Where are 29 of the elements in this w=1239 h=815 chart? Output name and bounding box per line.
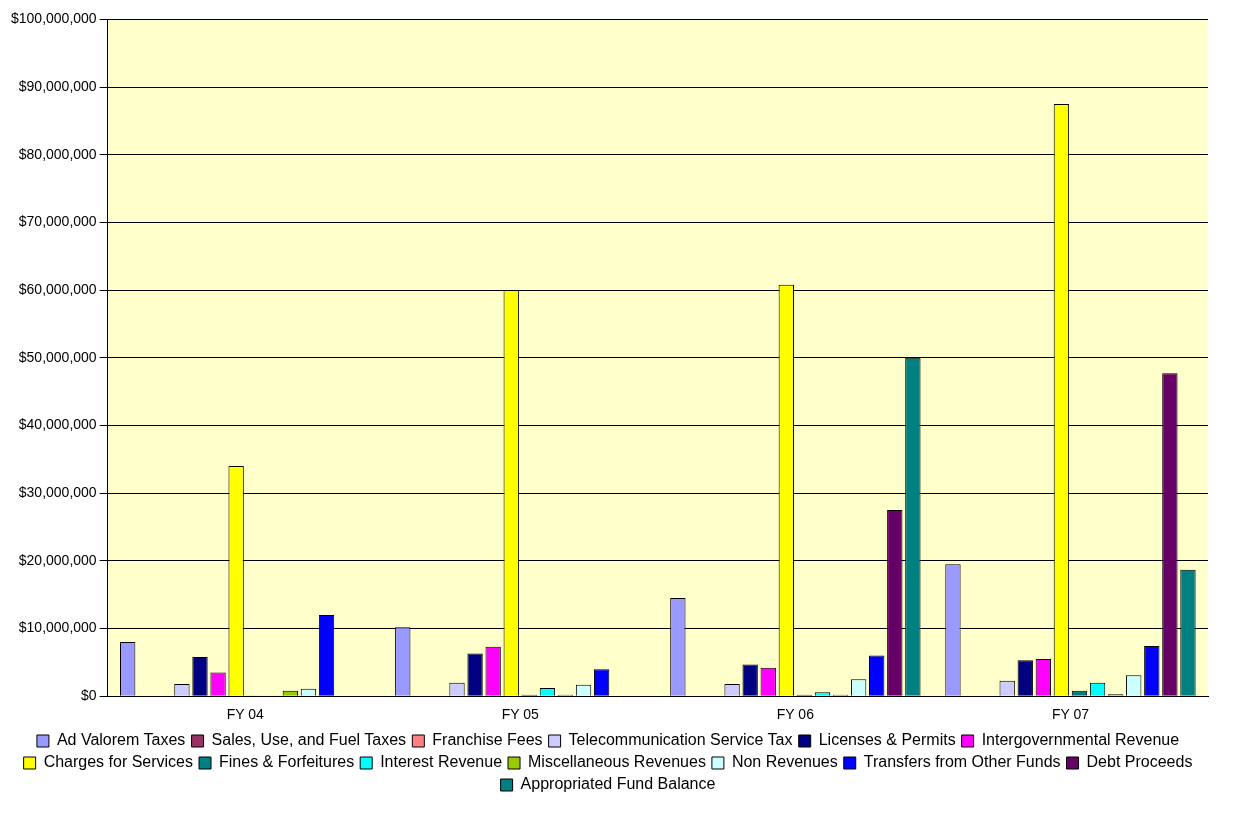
legend-label: Appropriated Fund Balance — [520, 775, 716, 793]
y-tick-label: $40,000,000 — [18, 416, 97, 433]
x-tick-label: FY 07 — [1051, 706, 1090, 723]
y-tick-label: $100,000,000 — [11, 10, 97, 27]
legend-label: Franchise Fees — [432, 731, 543, 749]
y-tick-label: $80,000,000 — [18, 145, 97, 162]
y-tick-label: $30,000,000 — [18, 484, 97, 501]
legend-label: Licenses & Permits — [818, 731, 956, 749]
y-tick-label: $20,000,000 — [18, 551, 97, 568]
legend-label: Transfers from Other Funds — [863, 753, 1061, 771]
x-tick-label: FY 06 — [776, 706, 815, 723]
y-tick-label: $60,000,000 — [18, 280, 97, 297]
y-tick-label: $10,000,000 — [18, 619, 97, 636]
legend-label: Sales, Use, and Fuel Taxes — [211, 731, 407, 749]
legend-label: Charges for Services — [43, 753, 194, 771]
x-tick-label: FY 04 — [226, 706, 264, 723]
y-tick-label: $0 — [81, 687, 97, 704]
y-tick-label: $90,000,000 — [18, 77, 97, 94]
x-tick-label: FY 05 — [501, 706, 540, 723]
legend-label: Debt Proceeds — [1086, 753, 1193, 771]
legend-label: Telecommunication Service Tax — [568, 731, 793, 749]
legend-label: Interest Revenue — [380, 753, 503, 771]
legend-label: Miscellaneous Revenues — [528, 753, 706, 771]
y-tick-label: $50,000,000 — [18, 348, 97, 365]
legend-label: Ad Valorem Taxes — [56, 731, 186, 749]
y-tick-label: $70,000,000 — [18, 213, 97, 230]
legend-label: Non Revenues — [731, 753, 838, 771]
legend-label: Fines & Forfeitures — [219, 753, 355, 771]
legend-label: Intergovernmental Revenue — [981, 731, 1180, 749]
